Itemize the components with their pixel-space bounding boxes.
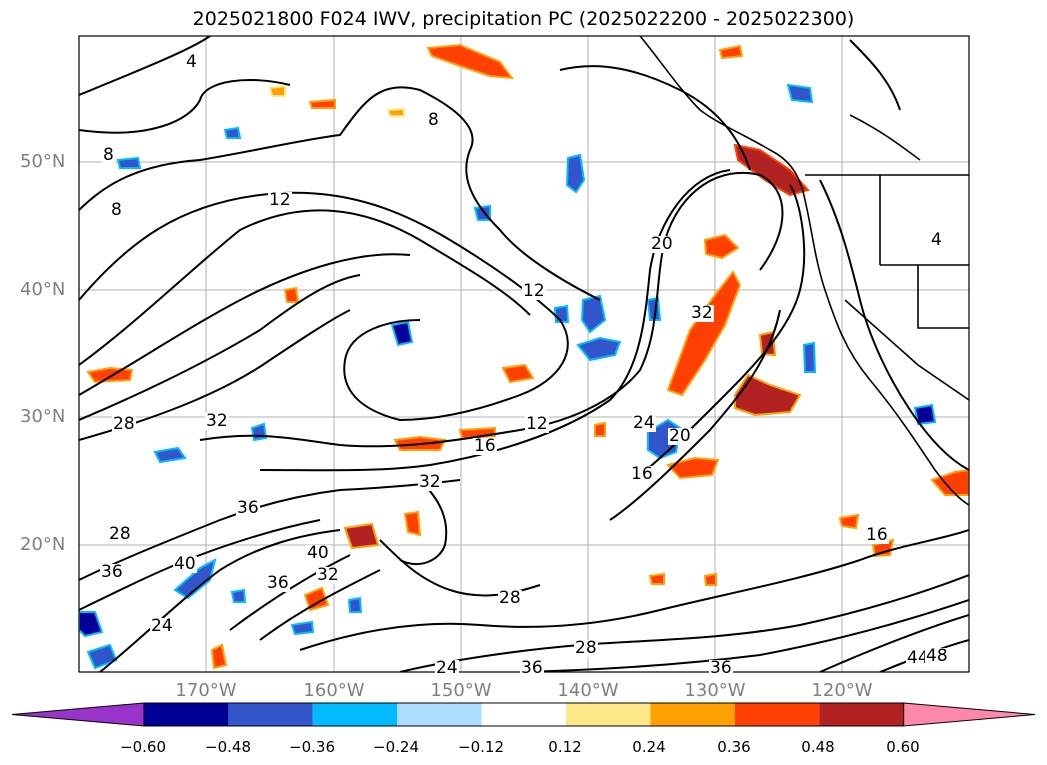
colorbar-tick: −0.48 bbox=[205, 738, 251, 756]
colorbar-tick: 0.12 bbox=[548, 738, 582, 756]
contour-label: 24 bbox=[150, 616, 174, 636]
contour-label: 8 bbox=[427, 110, 440, 130]
contour-label: 16 bbox=[473, 436, 497, 456]
colorbar-segment bbox=[819, 703, 904, 726]
contour-label: 44 bbox=[906, 648, 930, 668]
colorbar-tick: 0.48 bbox=[801, 738, 835, 756]
lon-label-140w: 140°W bbox=[557, 680, 619, 701]
coastline bbox=[639, 36, 969, 506]
colorbar-extend-low bbox=[11, 702, 145, 727]
lat-label-50n: 50°N bbox=[20, 151, 66, 172]
contour-label: 28 bbox=[112, 414, 136, 434]
contour-label: 28 bbox=[574, 638, 598, 658]
contour-label: 12 bbox=[522, 281, 546, 301]
contour-label: 40 bbox=[306, 543, 330, 563]
iwv-contours bbox=[79, 36, 969, 672]
colorbar-segment bbox=[228, 703, 313, 726]
lon-label-150w: 150°W bbox=[430, 680, 492, 701]
colorbar-tick: −0.12 bbox=[458, 738, 504, 756]
contour-label: 8 bbox=[102, 145, 115, 165]
lon-label-130w: 130°W bbox=[684, 680, 746, 701]
colorbar-segment bbox=[397, 703, 482, 726]
contour-label: 8 bbox=[110, 200, 123, 220]
colorbar-tick: 0.36 bbox=[717, 738, 751, 756]
lon-label-160w: 160°W bbox=[303, 680, 365, 701]
colorbar-tick: −0.36 bbox=[289, 738, 335, 756]
lat-label-40n: 40°N bbox=[20, 279, 66, 300]
lon-label-170w: 170°W bbox=[175, 680, 237, 701]
contour-label: 12 bbox=[525, 414, 549, 434]
colorbar-extend-high bbox=[903, 702, 1036, 727]
contour-label: 36 bbox=[709, 658, 733, 678]
map-title: 2025021800 F024 IWV, precipitation PC (2… bbox=[192, 8, 855, 30]
lon-label-120w: 120°W bbox=[811, 680, 873, 701]
contour-label: 24 bbox=[435, 658, 459, 678]
contour-label: 36 bbox=[266, 573, 290, 593]
contour-label: 32 bbox=[205, 411, 229, 431]
contour-label: 40 bbox=[173, 554, 197, 574]
colorbar-segment bbox=[144, 703, 229, 726]
colorbar-segment bbox=[566, 703, 651, 726]
precip-negative bbox=[79, 83, 937, 670]
graticule bbox=[79, 36, 969, 672]
colorbar bbox=[11, 702, 1036, 727]
contour-label: 16 bbox=[630, 464, 654, 484]
colorbar-tick: 0.24 bbox=[632, 738, 666, 756]
precip-positive bbox=[86, 43, 969, 670]
contour-label: 4 bbox=[930, 230, 943, 250]
lat-label-20n: 20°N bbox=[20, 534, 66, 555]
contour-label: 48 bbox=[925, 646, 949, 666]
contour-label: 28 bbox=[108, 524, 132, 544]
contour-label: 32 bbox=[690, 303, 714, 323]
colorbar-tick: −0.60 bbox=[120, 738, 166, 756]
colorbar-segment bbox=[734, 703, 820, 726]
contour-label: 36 bbox=[100, 562, 124, 582]
colorbar-tick: 0.60 bbox=[886, 738, 920, 756]
lat-label-30n: 30°N bbox=[20, 406, 66, 427]
contour-label: 4 bbox=[185, 52, 198, 72]
contour-label: 36 bbox=[236, 498, 260, 518]
contour-label: 12 bbox=[268, 190, 292, 210]
contour-label: 32 bbox=[316, 565, 340, 585]
contour-label: 20 bbox=[668, 426, 692, 446]
contour-label: 32 bbox=[418, 472, 442, 492]
contour-label: 20 bbox=[650, 234, 674, 254]
colorbar-segment bbox=[481, 703, 566, 726]
contour-label: 36 bbox=[520, 658, 544, 678]
colorbar-segment bbox=[650, 703, 735, 726]
contour-label: 28 bbox=[498, 588, 522, 608]
colorbar-frame bbox=[143, 702, 905, 727]
colorbar-tick: −0.24 bbox=[373, 738, 419, 756]
colorbar-segment bbox=[312, 703, 398, 726]
contour-label: 16 bbox=[865, 525, 889, 545]
contour-label: 24 bbox=[632, 413, 656, 433]
